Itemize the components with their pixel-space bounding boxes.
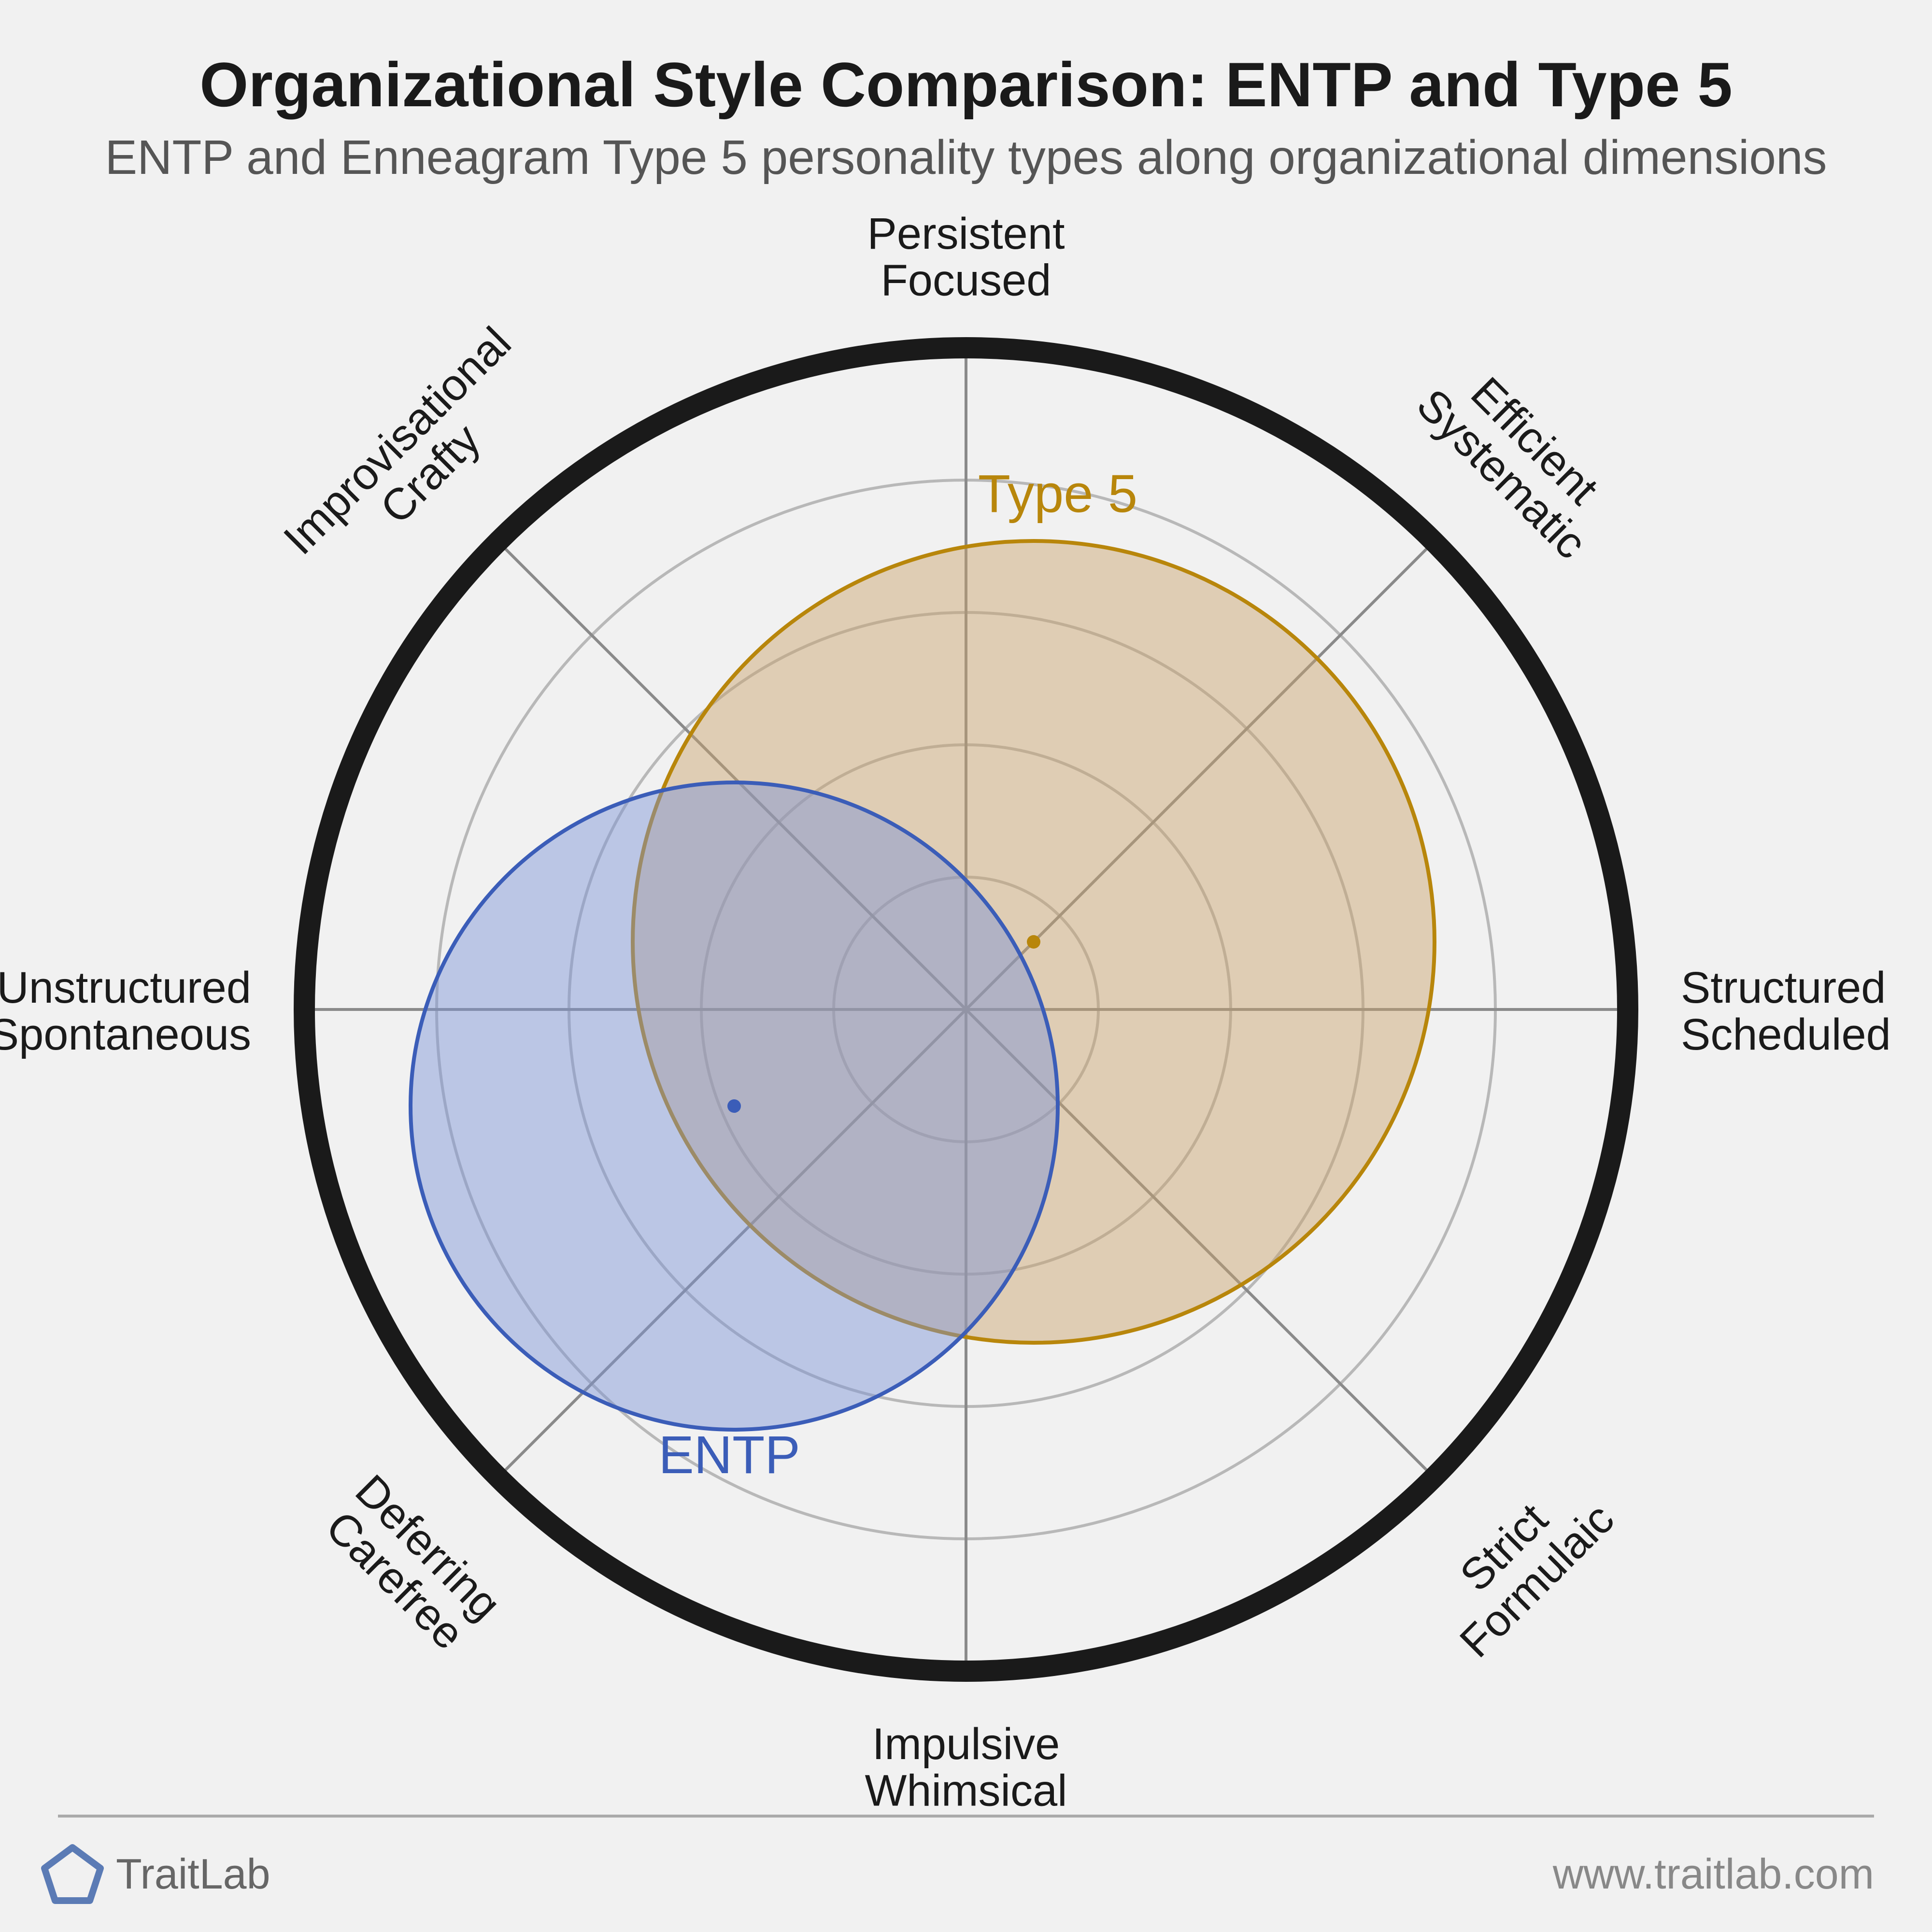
bubble-label-type5: Type 5 [978,464,1137,524]
brand-url: www.traitlab.com [1552,1850,1874,1898]
axis-label: PersistentFocused [867,209,1065,305]
brand-name: TraitLab [116,1850,270,1898]
bubble-center-type5 [1027,935,1040,949]
bubble-label-entp: ENTP [658,1425,800,1485]
axis-label: ImpulsiveWhimsical [865,1719,1067,1816]
chart-subtitle: ENTP and Enneagram Type 5 personality ty… [105,130,1827,185]
chart-container: { "title": "Organizational Style Compari… [0,0,1932,1932]
axis-label: StructuredScheduled [1681,963,1891,1059]
radar-chart: Organizational Style Comparison: ENTP an… [0,0,1932,1932]
chart-title: Organizational Style Comparison: ENTP an… [199,49,1733,120]
bubble-center-entp [727,1099,741,1113]
axis-label: UnstructuredSpontaneous [0,963,251,1059]
